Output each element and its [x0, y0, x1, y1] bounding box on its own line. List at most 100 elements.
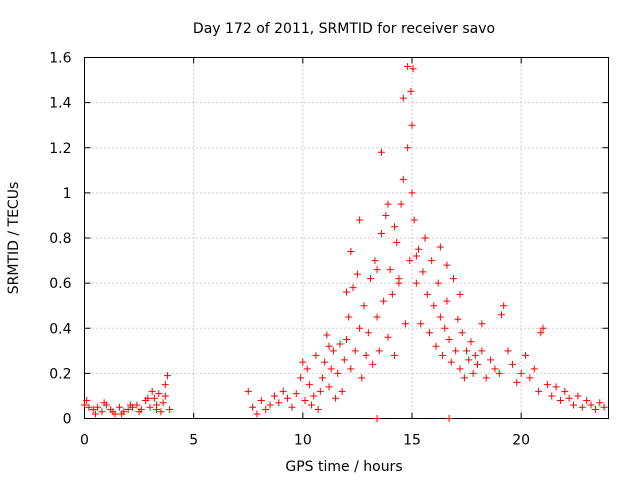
y-tick-label: 0.4 [49, 321, 71, 337]
data-point [377, 148, 385, 156]
data-point [279, 387, 287, 395]
data-point [596, 399, 604, 407]
data-point [332, 394, 340, 402]
data-point [98, 408, 106, 416]
data-point [161, 381, 169, 389]
data-point [393, 239, 401, 247]
data-point [148, 387, 156, 395]
data-point [491, 365, 499, 373]
data-point [469, 369, 477, 377]
data-point [498, 311, 506, 319]
data-point [591, 405, 599, 413]
data-point [89, 405, 97, 413]
data-point [323, 331, 331, 339]
data-point [517, 369, 525, 377]
data-point [548, 392, 556, 400]
data-point [401, 320, 409, 328]
data-point [336, 340, 344, 348]
data-point [377, 229, 385, 237]
chart-title: Day 172 of 2011, SRMTID for receiver sav… [193, 21, 495, 37]
data-point [356, 324, 364, 332]
data-point [94, 403, 102, 411]
data-point [432, 342, 440, 350]
data-point [539, 324, 547, 332]
data-point [395, 275, 403, 283]
data-point [275, 399, 283, 407]
data-point [81, 401, 88, 409]
data-point [312, 351, 320, 359]
data-point [436, 243, 444, 251]
data-point [347, 365, 355, 373]
data-point [412, 279, 420, 287]
data-point [456, 365, 464, 373]
data-point [535, 387, 543, 395]
data-point [133, 401, 141, 409]
data-point [244, 387, 252, 395]
y-tick-label: 1.2 [49, 141, 71, 157]
data-point [388, 290, 396, 298]
data-point [124, 405, 132, 413]
data-point [428, 257, 436, 265]
data-point [482, 374, 490, 382]
data-point [118, 410, 126, 418]
data-point [382, 211, 390, 219]
x-tick-labels: 0 5 10 15 20 [80, 433, 530, 449]
y-tick-labels: 0 0.2 0.4 0.6 0.8 1 1.2 1.4 1.6 [49, 51, 71, 428]
data-point [159, 399, 167, 407]
data-point [415, 245, 423, 253]
data-point [356, 216, 364, 224]
data-point [404, 144, 412, 152]
data-point [364, 329, 372, 337]
data-point [399, 175, 407, 183]
data-point [126, 401, 134, 409]
data-point [436, 313, 444, 321]
data-point [471, 351, 479, 359]
data-point [358, 374, 366, 382]
data-point [144, 394, 152, 402]
data-point [500, 302, 508, 310]
data-point [318, 374, 326, 382]
data-point [310, 392, 318, 400]
data-point [423, 290, 431, 298]
data-point [150, 394, 158, 402]
data-point [343, 336, 350, 344]
data-point [153, 405, 161, 413]
data-point [508, 360, 516, 368]
data-point [327, 365, 335, 373]
data-point [270, 392, 278, 400]
data-point [522, 351, 530, 359]
data-point [253, 410, 261, 418]
data-point [314, 405, 322, 413]
data-point [456, 290, 464, 298]
y-tick-label: 0.8 [49, 231, 71, 247]
data-point [303, 365, 311, 373]
data-point [441, 324, 449, 332]
data-point [463, 347, 471, 355]
data-point [397, 200, 405, 208]
data-point [284, 394, 292, 402]
x-tick-label: 20 [512, 433, 530, 449]
data-point [386, 266, 394, 274]
data-point [375, 347, 383, 355]
data-point [373, 415, 381, 422]
data-point [556, 396, 564, 404]
data-point [249, 403, 257, 411]
data-point [353, 270, 361, 278]
data-point [373, 313, 381, 321]
data-point [443, 297, 451, 305]
data-point [565, 394, 573, 402]
data-point [292, 390, 300, 398]
grid [84, 57, 609, 419]
data-point [288, 403, 296, 411]
data-point [530, 365, 538, 373]
data-point [369, 360, 377, 368]
data-point [157, 408, 165, 416]
data-point [115, 403, 123, 411]
data-point [297, 374, 305, 382]
data-point [543, 381, 551, 389]
data-point [478, 320, 486, 328]
data-point [349, 284, 357, 292]
data-point [445, 415, 453, 422]
plot-frame [84, 57, 609, 419]
data-point [587, 401, 595, 409]
